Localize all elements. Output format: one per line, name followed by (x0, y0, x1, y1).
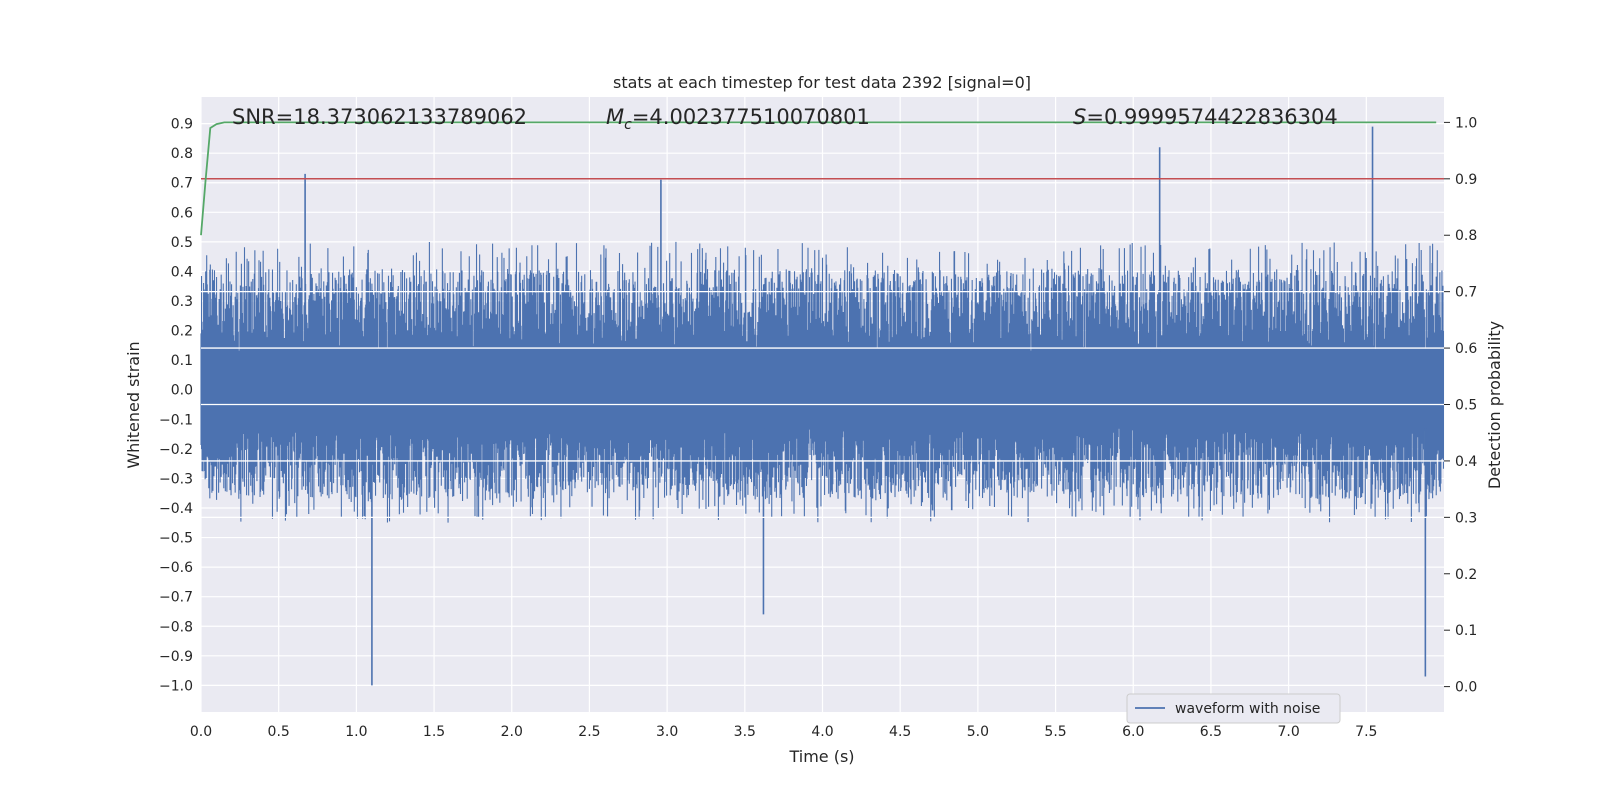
snr-annotation: SNR=18.373062133789062 (232, 105, 527, 129)
x-tick-label: 1.0 (345, 724, 367, 740)
y-right-tick-label: 0.5 (1455, 398, 1477, 414)
x-tick-label: 3.5 (734, 724, 756, 740)
x-tick-label: 4.5 (889, 724, 911, 740)
y-left-tick-label: 0.9 (171, 117, 193, 133)
y-right-tick-label: 0.4 (1455, 454, 1477, 470)
x-tick-label: 1.5 (423, 724, 445, 740)
y-right-tick-label: 0.1 (1455, 623, 1477, 639)
y-left-tick-label: −0.4 (159, 501, 193, 517)
chirp-mass-subscript: c (624, 117, 632, 133)
y-left-tick-label: −0.8 (159, 619, 193, 635)
y-right-axis-label: Detection probability (1485, 321, 1504, 489)
y-right-axis-ticks: 1.0 0.9 0.8 0.7 0.6 0.5 0.4 0.3 0.2 0.1 0.0 (1444, 115, 1477, 696)
score-symbol: S (1073, 105, 1086, 129)
y-left-tick-label: 0.6 (171, 205, 193, 221)
x-tick-label: 6.5 (1200, 724, 1222, 740)
x-tick-label: 2.0 (501, 724, 523, 740)
y-left-tick-label: 0.2 (171, 324, 193, 340)
x-tick-label: 7.5 (1355, 724, 1377, 740)
chart-title: stats at each timestep for test data 239… (613, 73, 1031, 92)
y-left-tick-label: −0.9 (159, 649, 193, 665)
y-left-tick-label: −0.1 (159, 412, 193, 428)
y-left-tick-label: −0.3 (159, 471, 193, 487)
waveform-core-band (201, 351, 1444, 429)
x-tick-label: 6.0 (1122, 724, 1144, 740)
y-left-tick-label: 0.4 (171, 264, 193, 280)
detection-probability-line (200, 121, 1437, 236)
y-left-tick-label: 0.0 (171, 383, 193, 399)
y-right-tick-label: 0.8 (1455, 228, 1477, 244)
x-axis-ticks: 0.0 0.5 1.0 1.5 2.0 2.5 3.0 3.5 4.0 4.5 5.0 5.5 6.0 6… (190, 724, 1378, 740)
y-right-tick-label: 0.6 (1455, 341, 1477, 357)
y-left-tick-label: −0.2 (159, 442, 193, 458)
chirp-mass-symbol: M (606, 105, 624, 129)
y-left-tick-label: 0.3 (171, 294, 193, 310)
x-tick-label: 5.0 (967, 724, 989, 740)
x-tick-label: 2.5 (578, 724, 600, 740)
y-right-tick-label: 1.0 (1455, 115, 1477, 131)
y-left-tick-label: 0.1 (171, 353, 193, 369)
y-left-tick-label: −0.5 (159, 531, 193, 547)
y-left-axis-ticks: 0.9 0.8 0.7 0.6 0.5 0.4 0.3 0.2 0.1 0.0 −0.1 −0.2 −0… (159, 117, 193, 695)
score-value: =0.9999574422836304 (1086, 105, 1337, 129)
y-left-tick-label: 0.5 (171, 235, 193, 251)
x-tick-label: 0.5 (268, 724, 290, 740)
y-left-tick-label: 0.7 (171, 176, 193, 192)
x-tick-label: 5.5 (1044, 724, 1066, 740)
legend: waveform with noise (1126, 693, 1341, 724)
legend-box (1126, 693, 1341, 724)
x-tick-label: 3.0 (656, 724, 678, 740)
x-tick-label: 4.0 (811, 724, 833, 740)
x-tick-label: 7.0 (1277, 724, 1299, 740)
y-right-tick-label: 0.0 (1455, 680, 1477, 696)
y-right-tick-label: 0.2 (1455, 567, 1477, 583)
y-left-tick-label: 0.8 (171, 146, 193, 162)
legend-label: waveform with noise (1175, 701, 1320, 717)
series-waveform-with-noise (200, 126, 1445, 686)
y-right-tick-label: 0.9 (1455, 172, 1477, 188)
y-right-tick-label: 0.3 (1455, 510, 1477, 526)
y-right-tick-label: 0.7 (1455, 285, 1477, 301)
x-tick-label: 0.0 (190, 724, 212, 740)
y-left-tick-label: −1.0 (159, 678, 193, 694)
y-left-tick-label: −0.6 (159, 560, 193, 576)
chirp-mass-value: =4.002377510070801 (632, 105, 870, 129)
chirp-mass-annotation: Mc=4.002377510070801 (606, 105, 870, 133)
score-annotation: S=0.9999574422836304 (1073, 105, 1338, 129)
y-left-axis-label: Whitened strain (124, 341, 143, 468)
x-axis-label: Time (s) (788, 747, 854, 766)
y-left-tick-label: −0.7 (159, 590, 193, 606)
